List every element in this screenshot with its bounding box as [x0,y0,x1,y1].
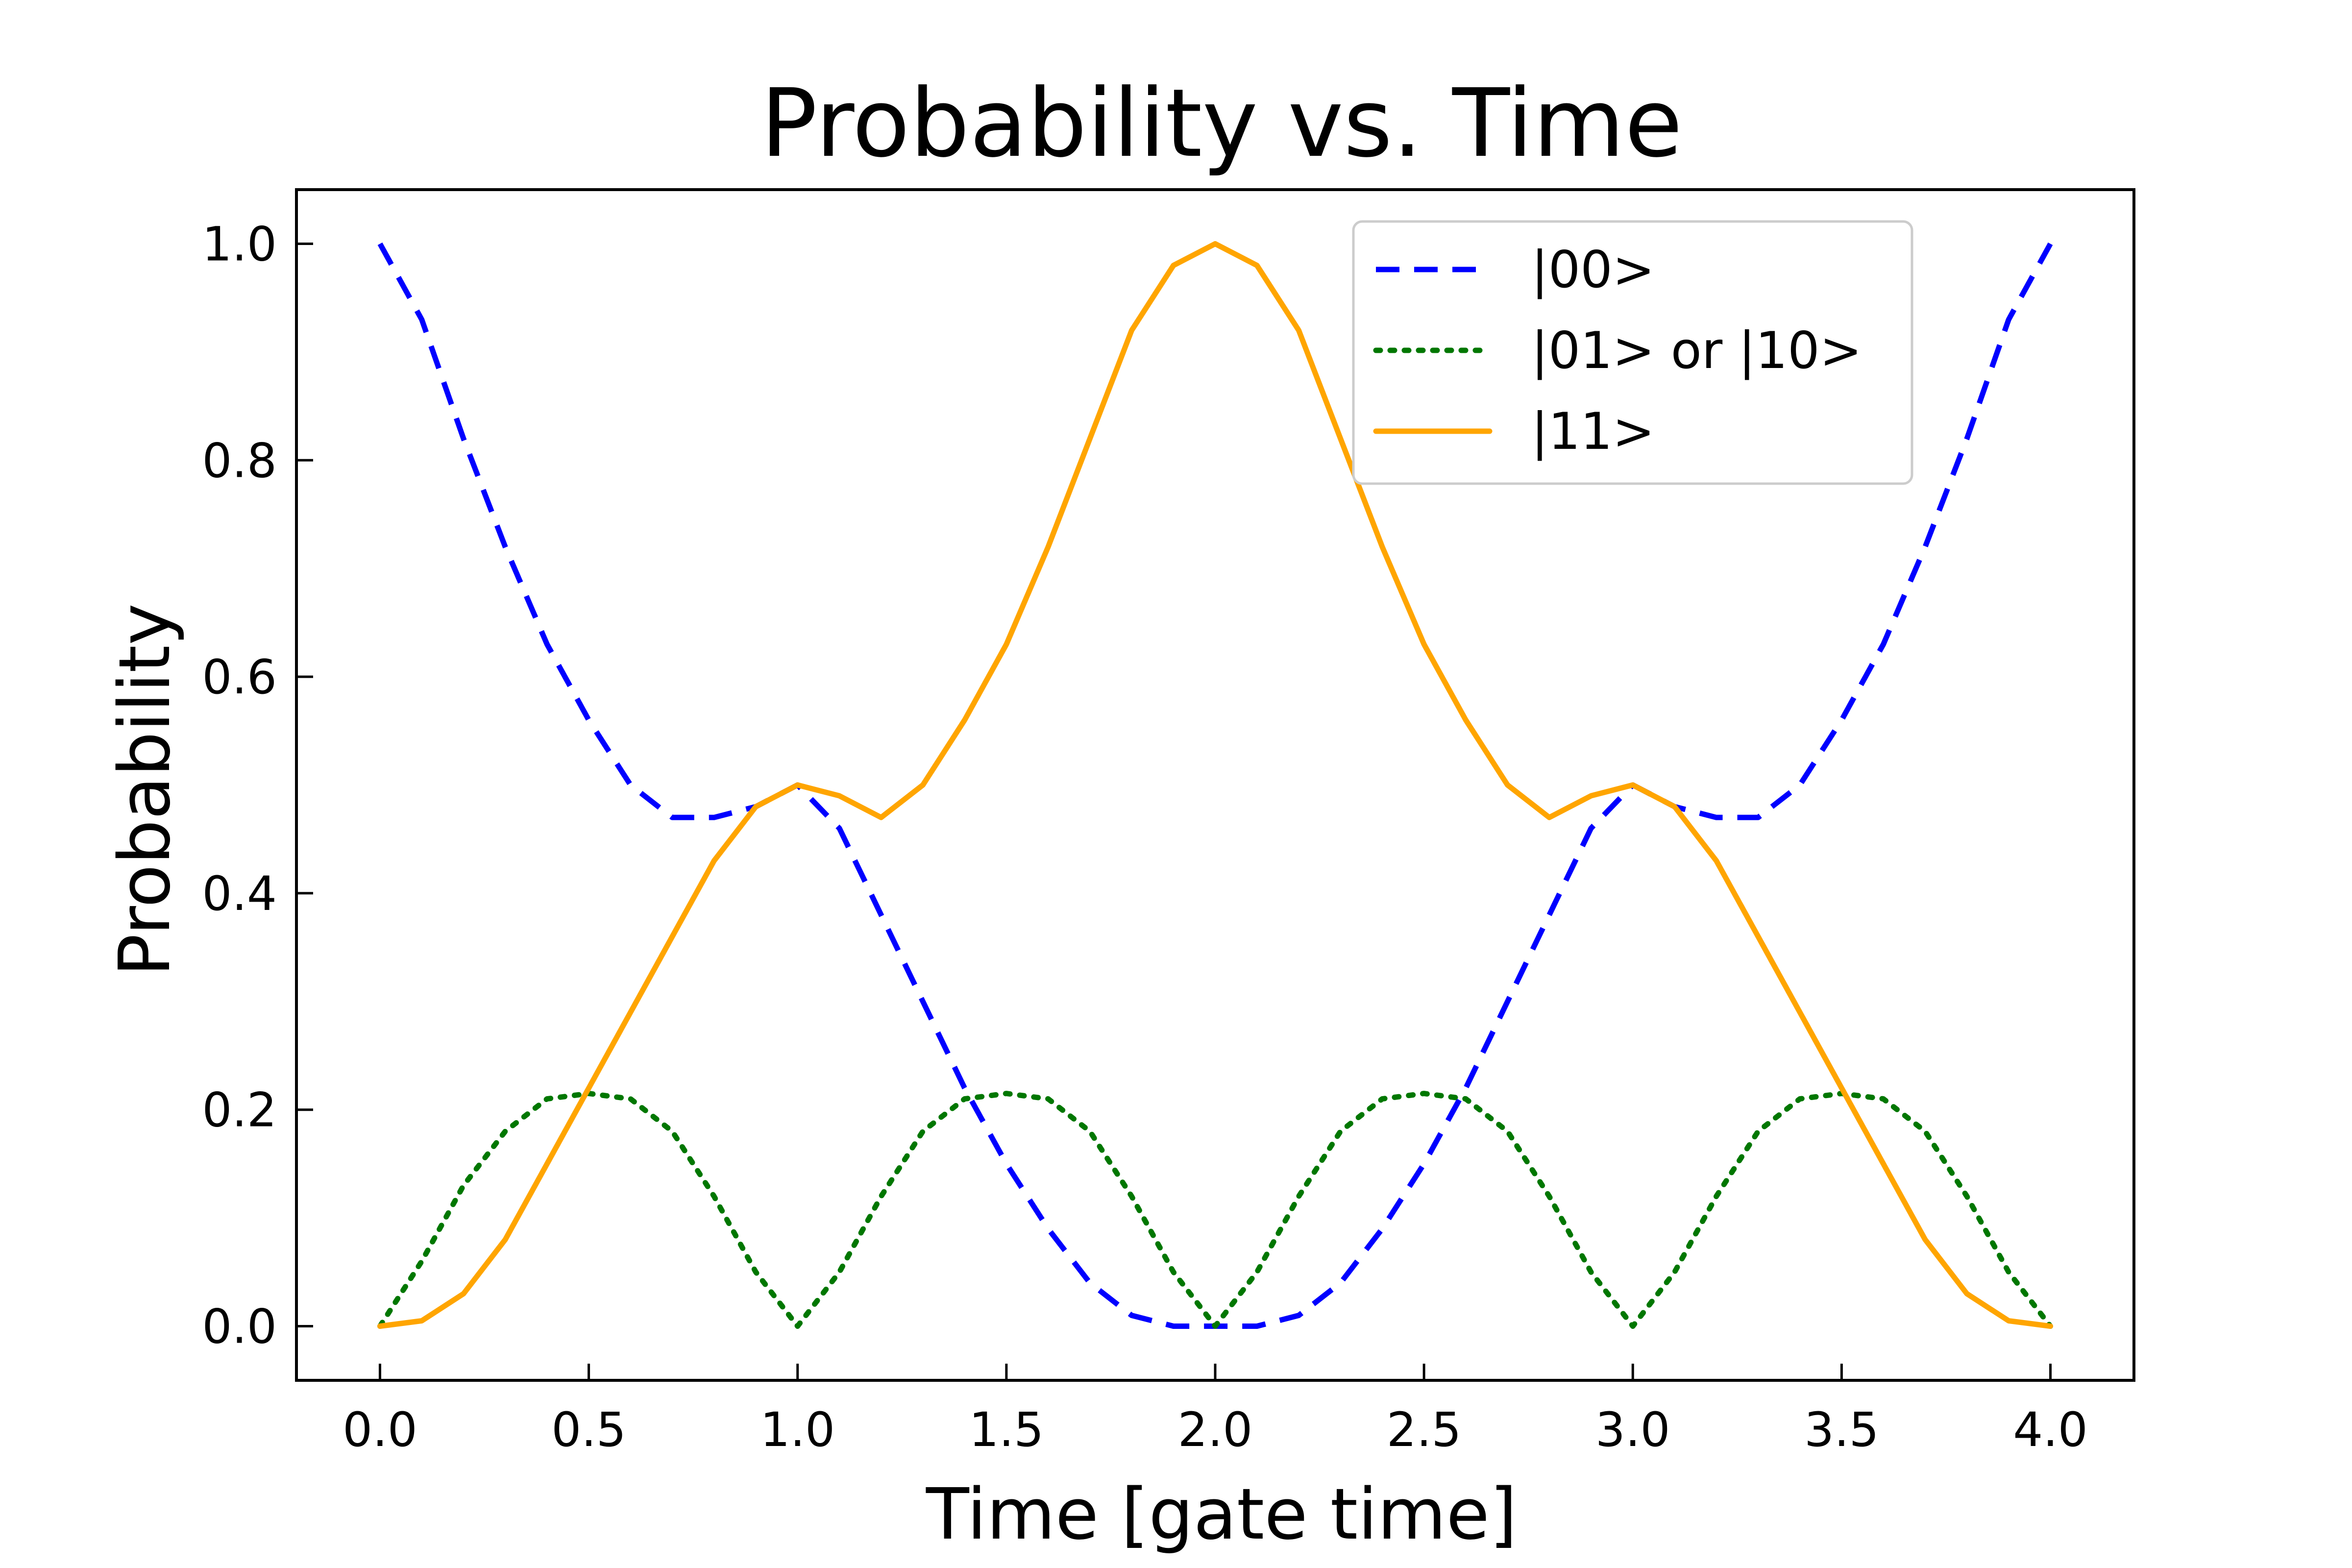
x-tick-label: 2.0 [1178,1402,1253,1457]
y-tick-label: 0.4 [202,866,277,921]
x-tick-label: 3.0 [1595,1402,1670,1457]
x-tick-label: 2.5 [1387,1402,1462,1457]
x-tick-label: 4.0 [2013,1402,2088,1457]
x-tick-label: 0.0 [343,1402,417,1457]
legend-label-2: |01> or |10> [1531,321,1862,380]
x-tick-label: 0.5 [551,1402,626,1457]
x-axis-label: Time [gate time] [926,1473,1517,1555]
x-tick-label: 1.0 [760,1402,835,1457]
legend-label-3: |11> [1531,402,1655,461]
legend-box [1352,220,1913,485]
series-line-3 [377,241,2053,1329]
y-tick-label: 0.2 [202,1083,277,1138]
legend: |00> |01> or |10> |11> [1352,220,1913,485]
x-tick-label: 1.5 [969,1402,1044,1457]
series-line-2 [377,1091,2053,1329]
y-tick-label: 0.6 [202,650,277,705]
x-axis-ticks: 0.0 0.5 1.0 1.5 2.0 2.5 3.0 3.5 4.0 [343,1364,2088,1457]
y-tick-label: 1.0 [202,217,277,271]
y-tick-label: 0.8 [202,433,277,488]
y-axis-ticks: 0.0 0.2 0.4 0.6 0.8 1.0 [202,217,313,1354]
y-tick-label: 0.0 [202,1299,277,1354]
chart-title: Probability vs. Time [760,69,1683,178]
y-axis-label: Probability [103,603,186,976]
series-layer [377,241,2053,1329]
legend-label-1: |00> [1531,241,1655,299]
x-tick-label: 3.5 [1804,1402,1879,1457]
